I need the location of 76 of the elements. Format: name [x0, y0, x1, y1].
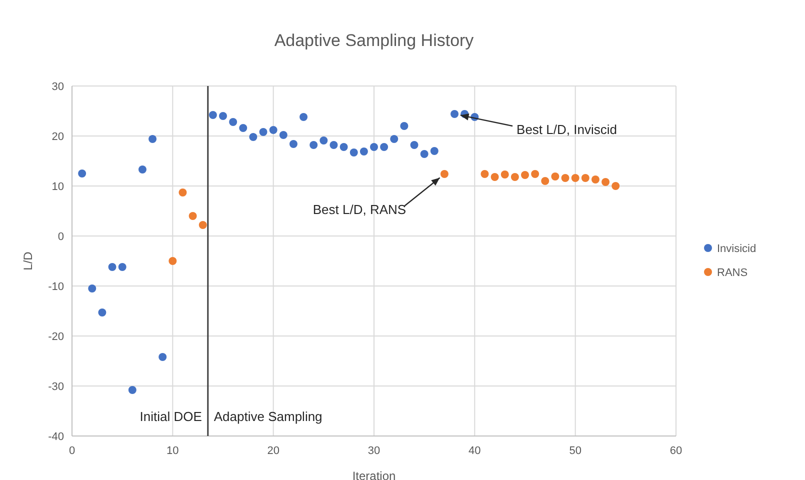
- point: [340, 143, 348, 151]
- point: [490, 173, 499, 181]
- point: [450, 110, 459, 118]
- point: [561, 174, 570, 182]
- point: [208, 111, 217, 119]
- point: [350, 148, 358, 156]
- point: [88, 284, 96, 292]
- point: [390, 135, 398, 143]
- point: [510, 173, 519, 181]
- point: [410, 141, 418, 149]
- point: [370, 143, 378, 151]
- point: [500, 170, 509, 178]
- point: [158, 353, 167, 361]
- point: [178, 188, 187, 196]
- y-tick-label: 10: [52, 181, 64, 193]
- point: [128, 386, 136, 394]
- x-tick-label: 20: [267, 445, 280, 457]
- y-tick-label: 20: [52, 131, 64, 143]
- point: [138, 166, 146, 174]
- point: [330, 141, 338, 149]
- point: [188, 212, 197, 220]
- y-tick-label: 0: [58, 231, 64, 243]
- point: [108, 263, 116, 271]
- x-tick-label: 10: [166, 445, 179, 457]
- point: [229, 118, 238, 126]
- point: [571, 174, 580, 182]
- point: [289, 140, 298, 148]
- chart-title: Adaptive Sampling History: [274, 31, 474, 50]
- point: [300, 113, 308, 121]
- x-tick-label: 50: [569, 445, 582, 457]
- legend-label: Invisicid: [717, 243, 756, 255]
- point: [521, 171, 529, 179]
- annotation: Best L/D, RANS: [312, 202, 406, 217]
- point: [531, 170, 540, 178]
- point: [259, 128, 268, 136]
- point: [198, 221, 207, 229]
- x-tick-label: 40: [468, 445, 481, 457]
- point: [400, 122, 408, 130]
- x-tick-label: 30: [368, 445, 380, 457]
- point: [541, 177, 550, 185]
- point: [269, 126, 278, 134]
- point: [480, 170, 489, 178]
- point: [279, 131, 288, 139]
- point: [591, 176, 600, 184]
- point: [440, 170, 448, 178]
- point: [219, 112, 227, 120]
- point: [602, 178, 610, 186]
- y-tick-label: 30: [52, 81, 64, 93]
- y-tick-label: -30: [48, 381, 64, 393]
- point: [551, 172, 560, 180]
- point: [380, 143, 388, 151]
- y-tick-label: -10: [48, 281, 64, 293]
- y-axis-title: L/D: [21, 251, 35, 270]
- point: [430, 147, 438, 155]
- annotation: Initial DOE: [140, 409, 202, 424]
- point: [239, 124, 248, 132]
- x-tick-label: 0: [68, 445, 76, 457]
- point: [168, 257, 177, 265]
- point: [98, 308, 106, 316]
- x-axis-title: Iteration: [352, 469, 396, 480]
- point: [310, 141, 318, 149]
- point: [420, 150, 428, 158]
- point: [612, 182, 620, 190]
- point: [78, 170, 86, 178]
- x-tick-label: 60: [670, 445, 682, 457]
- annotation: Adaptive Sampling: [214, 409, 322, 424]
- point: [148, 135, 157, 143]
- point: [360, 148, 368, 156]
- legend-label: RANS: [717, 267, 748, 279]
- y-tick-label: -40: [48, 431, 64, 443]
- point: [320, 136, 328, 144]
- y-tick-label: -20: [48, 331, 64, 343]
- annotation: Best L/D, Inviscid: [516, 122, 617, 137]
- point: [118, 263, 126, 271]
- point: [581, 174, 590, 182]
- point: [249, 133, 258, 141]
